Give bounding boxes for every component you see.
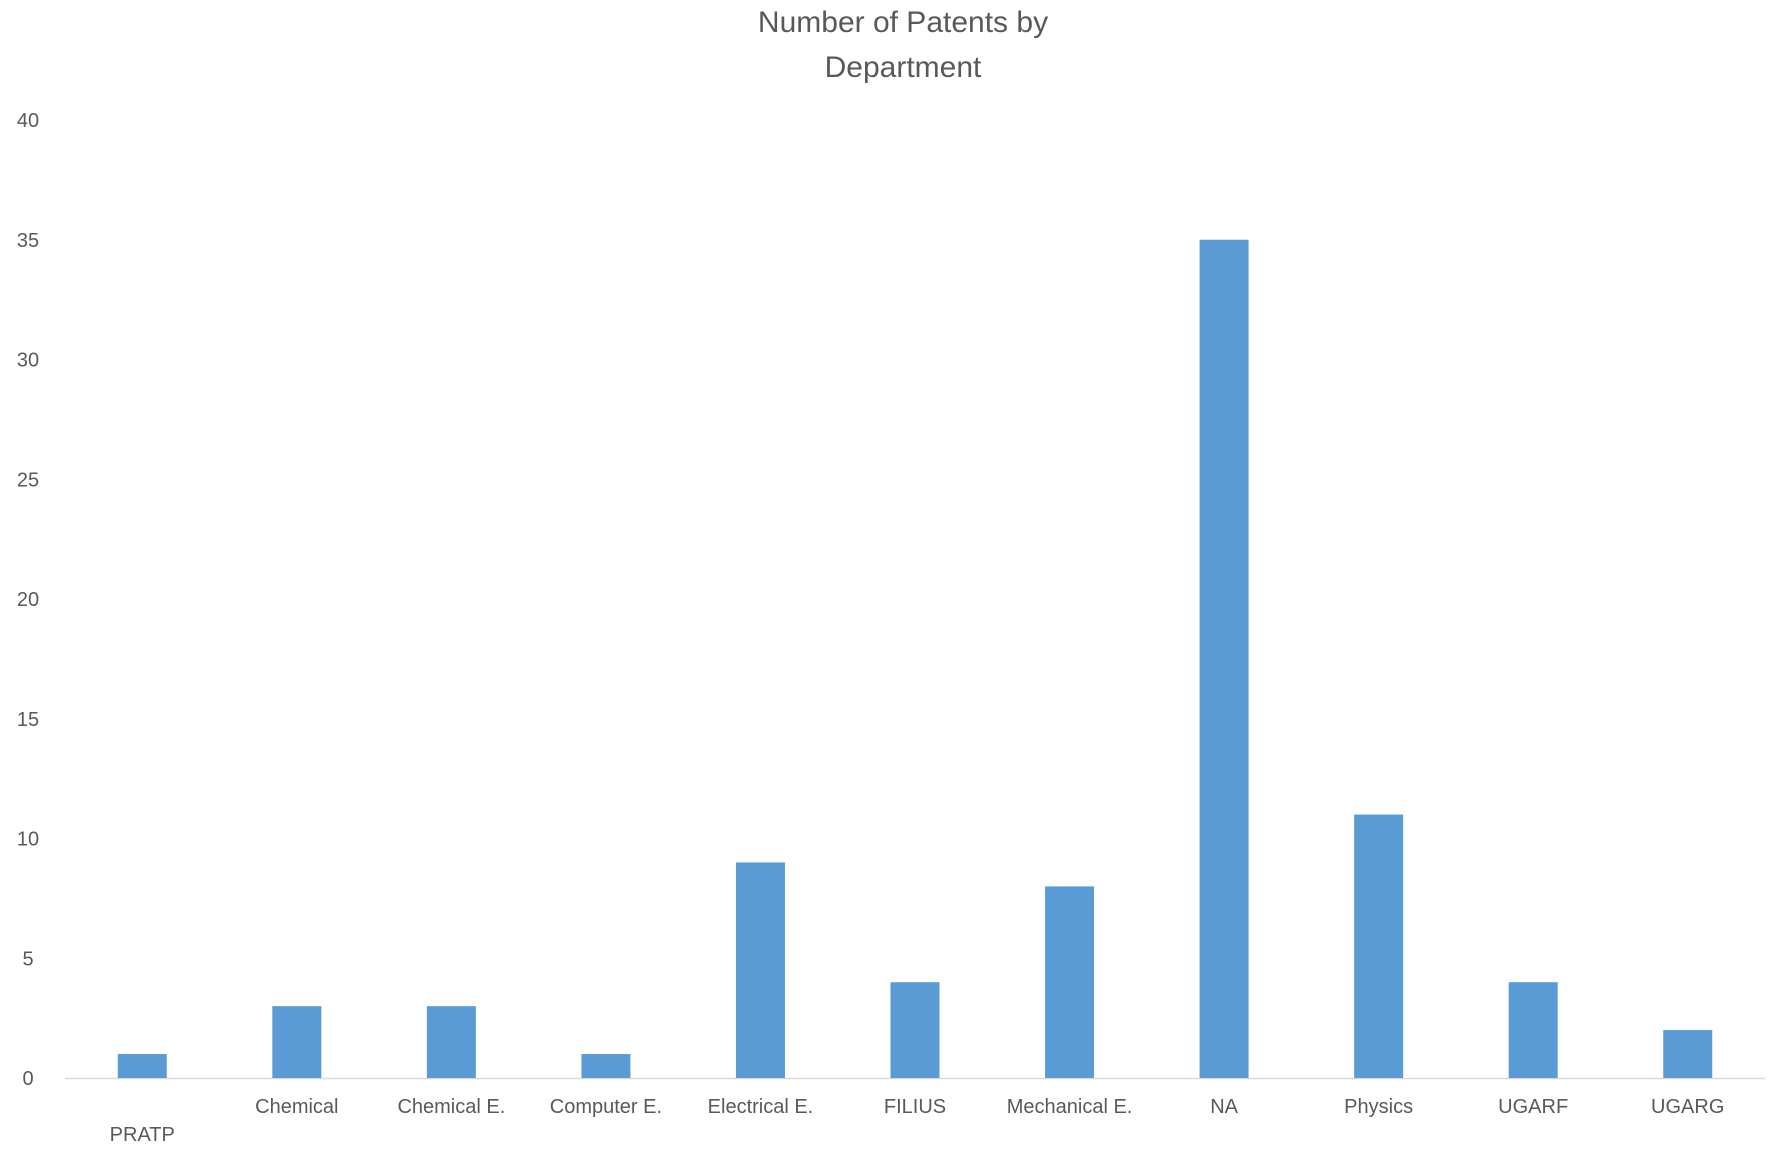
- x-category-label: Chemical: [255, 1096, 338, 1118]
- chart-title: Number of Patents by Department: [758, 6, 1048, 84]
- y-tick-label: 15: [17, 709, 39, 731]
- bar-chemical: [272, 1006, 322, 1078]
- bar-na: [1199, 239, 1249, 1078]
- y-tick-label: 5: [22, 948, 33, 970]
- x-category-label: Physics: [1344, 1096, 1413, 1118]
- x-category-label: FILIUS: [884, 1096, 946, 1118]
- bars: [117, 239, 1713, 1078]
- bar-electrical-e: [735, 862, 785, 1078]
- y-tick-label: 0: [22, 1068, 33, 1090]
- bar-filius: [890, 982, 940, 1078]
- y-axis-ticks: 0 5 10 15 20 25 30 35 40: [17, 110, 39, 1090]
- bar-pratp: [117, 1054, 167, 1078]
- y-tick-label: 10: [17, 829, 39, 851]
- y-tick-label: 40: [17, 110, 39, 132]
- bar-computer-e: [581, 1054, 631, 1078]
- bar-chemical-e: [426, 1006, 476, 1078]
- x-category-label: Electrical E.: [708, 1096, 814, 1118]
- y-tick-label: 30: [17, 350, 39, 372]
- bar-mechanical-e: [1045, 886, 1095, 1078]
- chart-title-line: Department: [825, 51, 982, 84]
- bar-physics: [1354, 814, 1404, 1078]
- chart-title-line: Number of Patents by: [758, 6, 1048, 39]
- bar-ugarf: [1508, 982, 1558, 1078]
- x-category-label: UGARG: [1651, 1096, 1724, 1118]
- y-tick-label: 25: [17, 469, 39, 491]
- bar-ugarg: [1663, 1030, 1713, 1078]
- x-category-label: PRATP: [110, 1124, 175, 1146]
- x-category-label: Computer E.: [550, 1096, 662, 1118]
- x-category-label: NA: [1210, 1096, 1238, 1118]
- x-axis-labels: PRATP Chemical Chemical E. Computer E. Elect…: [110, 1096, 1725, 1146]
- x-category-label: UGARF: [1498, 1096, 1568, 1118]
- y-tick-label: 35: [17, 230, 39, 252]
- y-tick-label: 20: [17, 589, 39, 611]
- x-category-label: Mechanical E.: [1007, 1096, 1133, 1118]
- x-category-label: Chemical E.: [397, 1096, 505, 1118]
